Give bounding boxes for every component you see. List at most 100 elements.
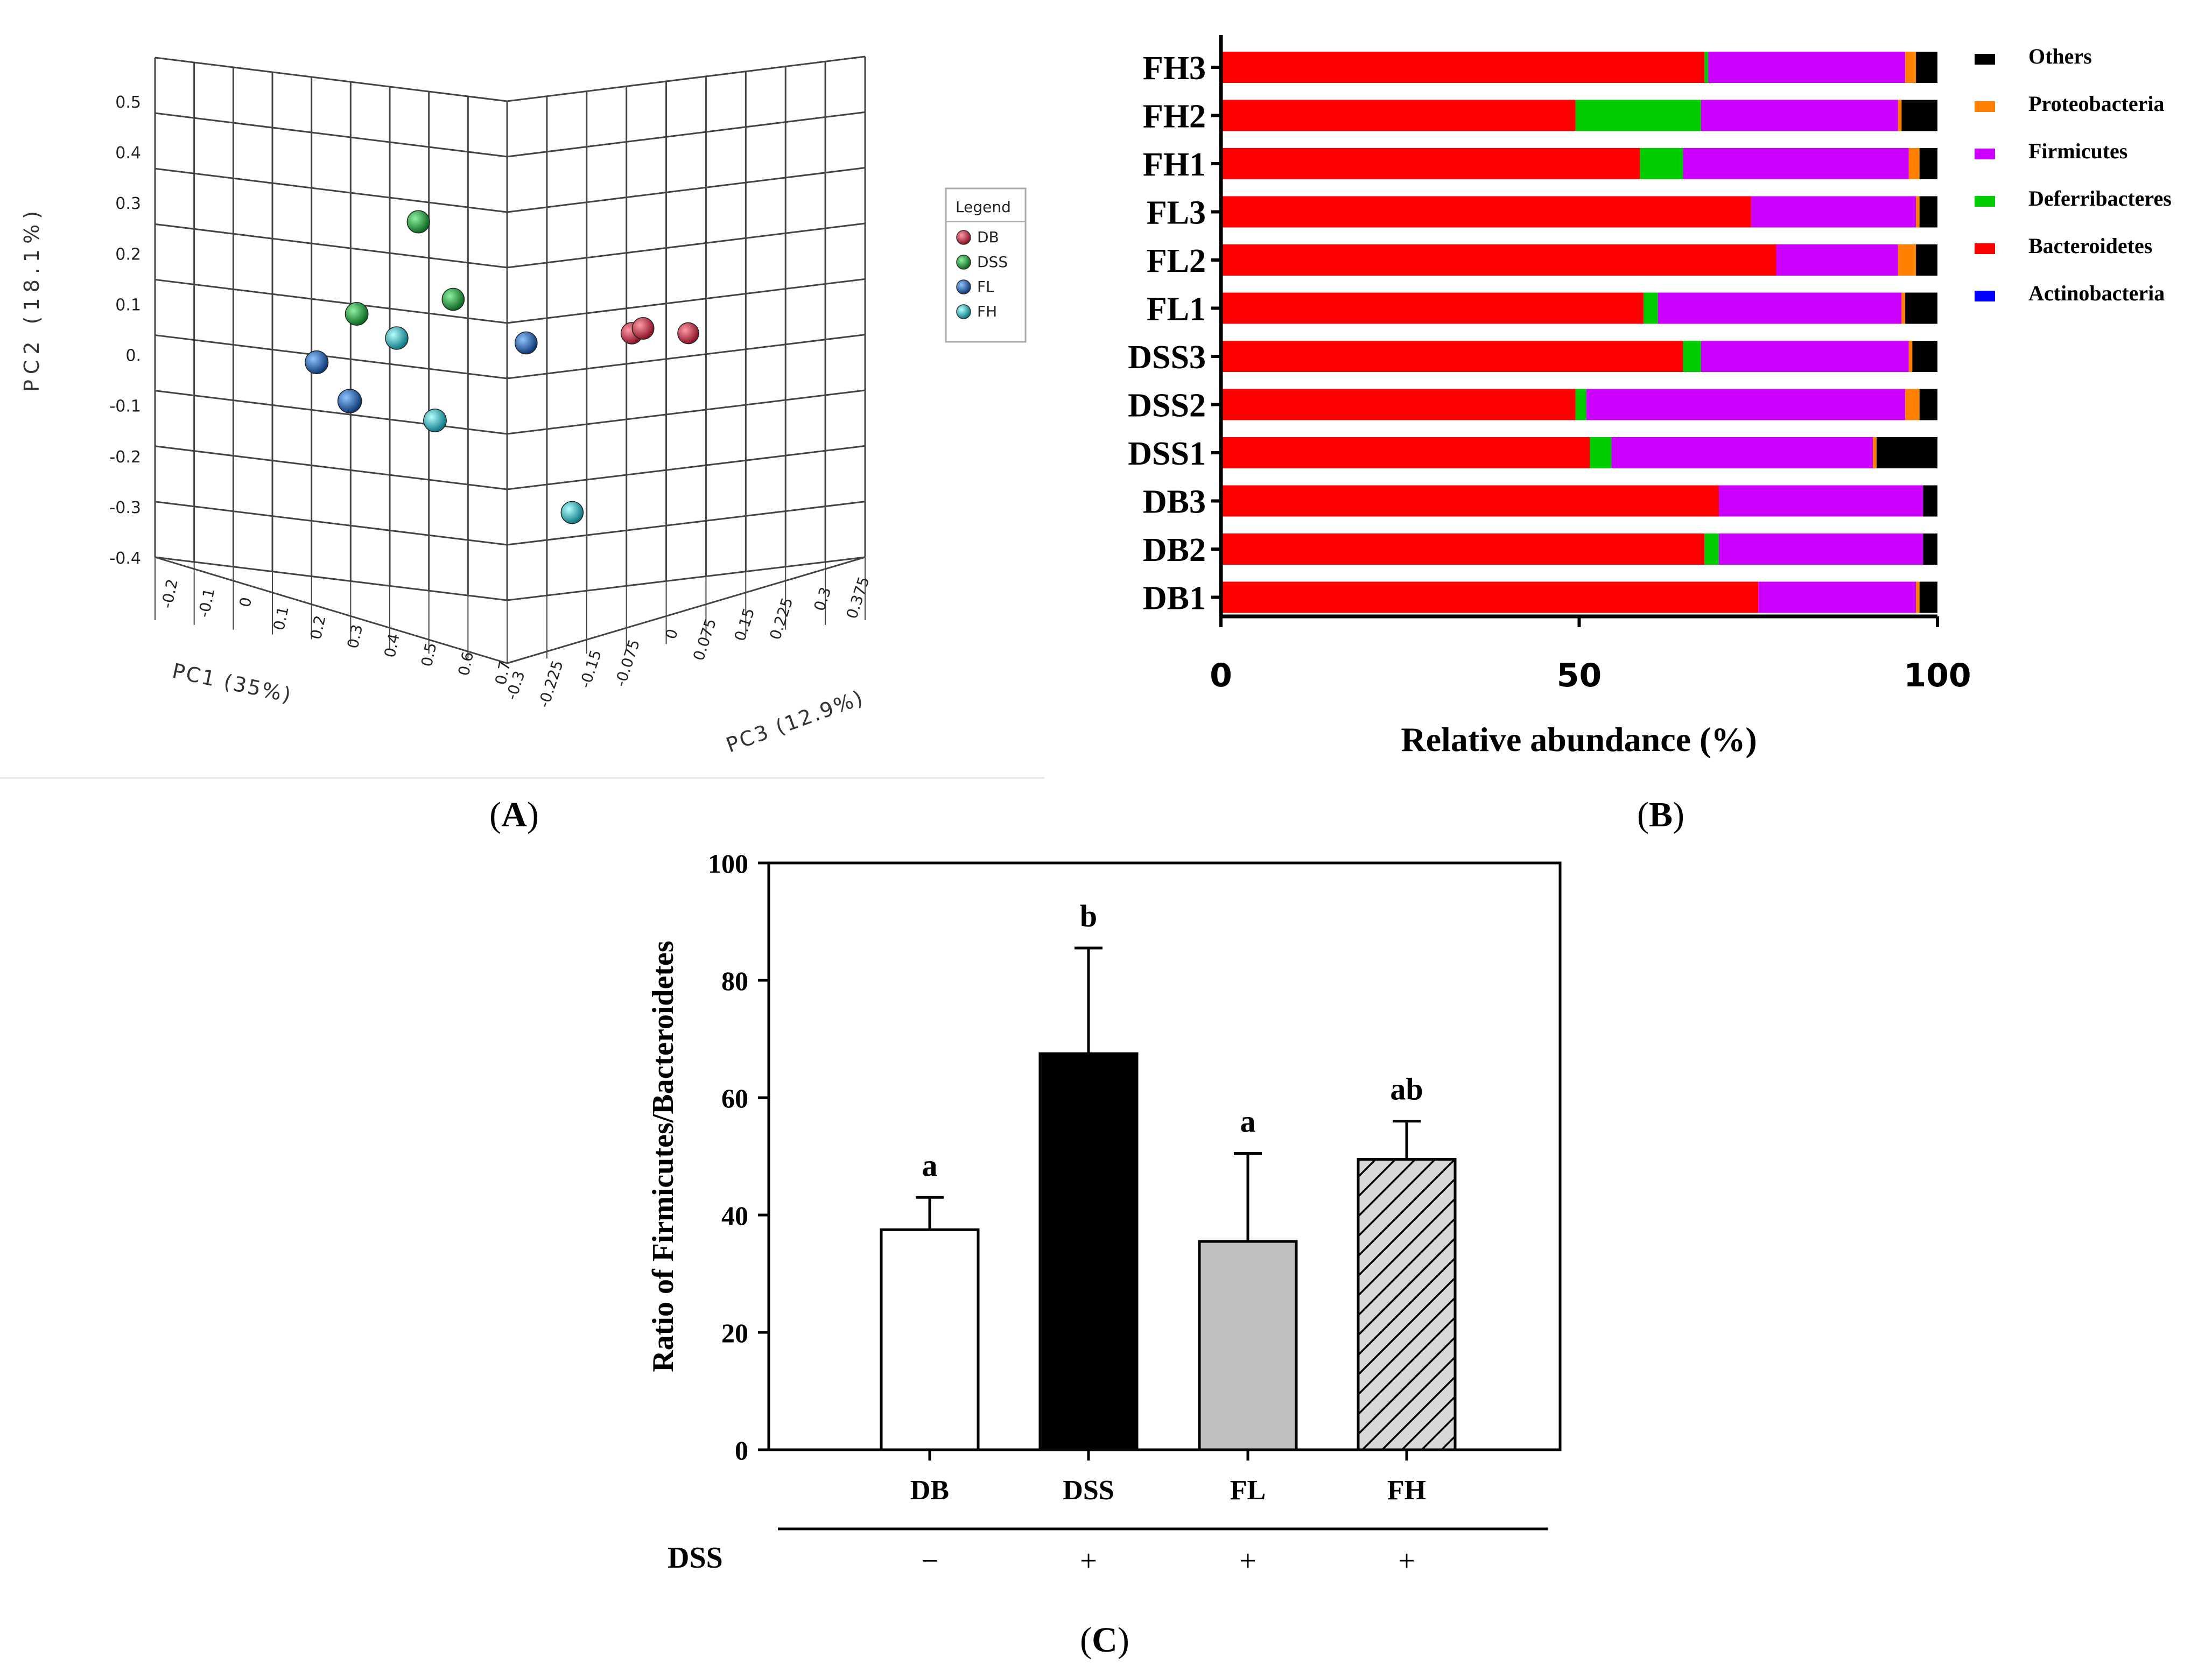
pc3-tick-label: 0.225	[766, 595, 796, 642]
bar-segment-firmicutes	[1776, 244, 1898, 276]
bar-segment-firmicutes	[1611, 437, 1873, 468]
pc1-tick-label: 0.4	[381, 632, 403, 659]
bar-segment-deferribacteres	[1704, 533, 1719, 565]
ratio-y-tick-label: 20	[721, 1318, 748, 1348]
bar-segment-others	[1905, 292, 1937, 324]
ratio-category-label: DSS	[1063, 1475, 1114, 1506]
treatment-row-label: DSS	[668, 1541, 723, 1575]
ratio-plot-frame	[767, 861, 1562, 1451]
pc2-tick-label: 0.2	[115, 245, 141, 264]
pca-point-fl	[514, 331, 538, 355]
bar-segment-bacteroidetes	[1221, 533, 1705, 565]
bar-segment-deferribacteres	[1644, 292, 1658, 324]
ratio-bar-db	[880, 1228, 980, 1451]
pca-grid-line	[507, 445, 866, 490]
pca-grid-line	[507, 278, 866, 324]
pc1-tick-label: 0.5	[418, 641, 440, 668]
bar-segment-bacteroidetes	[1221, 100, 1576, 131]
sample-label: DSS3	[1128, 339, 1206, 376]
pc1-tick-label: 0	[236, 595, 255, 608]
sample-label: FH2	[1143, 99, 1206, 135]
bar-segment-bacteroidetes	[1221, 341, 1683, 372]
bar-segment-proteobacteria	[1908, 341, 1913, 372]
sample-label: FL3	[1147, 195, 1206, 231]
bar-segment-bacteroidetes	[1221, 581, 1759, 613]
composition-legend: Others Proteobacteria Firmicutes Deferribac…	[1975, 44, 2172, 305]
pc1-tick-label: 0.1	[270, 605, 292, 631]
pca-point-db	[677, 322, 699, 345]
pca-point-dss	[441, 287, 465, 311]
pca-grid-line	[507, 556, 866, 601]
pc3-tick-label: 0.075	[690, 616, 720, 663]
bar-segment-firmicutes	[1708, 52, 1906, 83]
sample-label: DB3	[1143, 484, 1206, 521]
pca-grid	[154, 55, 866, 664]
pca-grid-line	[155, 445, 508, 490]
bar-segment-proteobacteria	[1898, 244, 1916, 276]
pc3-tick-label: 0.375	[842, 574, 873, 621]
legend-swatch-firmicutes	[1975, 149, 1995, 159]
legend-swatch-deferribacteres	[1975, 196, 1995, 207]
pca-grid-line	[155, 167, 508, 213]
panel-c-label: (C)	[1080, 1620, 1129, 1660]
bar-segment-bacteroidetes	[1221, 148, 1640, 179]
pca-legend-entry: FL	[977, 278, 994, 296]
pc3-tick-label: 0.3	[810, 585, 834, 613]
bar-segment-firmicutes	[1683, 148, 1909, 179]
pc2-tick-label: -0.1	[109, 397, 141, 416]
bar-segment-firmicutes	[1751, 196, 1916, 228]
sample-label: FL1	[1147, 291, 1206, 328]
bar-segment-others	[1919, 196, 1937, 228]
bar-segment-others	[1919, 148, 1937, 179]
sample-label: DSS2	[1128, 388, 1206, 424]
pca-grid-line	[155, 334, 508, 380]
pca-point-fl	[305, 350, 329, 375]
bar-segment-proteobacteria	[1873, 437, 1877, 468]
pca-ticks: -0.4 -0.3 -0.2 -0.1 0. 0.1 0.2 0.3 0.4 0.5 -0.2 -0.…	[109, 93, 873, 710]
pca-legend-marker	[956, 230, 971, 245]
pca-grid-line	[155, 112, 508, 158]
pca-legend-marker	[956, 255, 971, 270]
bar-segment-firmicutes	[1586, 389, 1906, 420]
sample-label: FH3	[1143, 50, 1206, 87]
treatment-sign: −	[921, 1544, 938, 1578]
bar-segment-deferribacteres	[1640, 148, 1683, 179]
bar-segment-proteobacteria	[1901, 292, 1906, 324]
pca-legend-title: Legend	[956, 198, 1011, 216]
pc3-tick-label: -0.075	[612, 637, 643, 689]
bar-segment-proteobacteria	[1898, 100, 1902, 131]
legend-swatch-others	[1975, 54, 1995, 65]
pc2-tick-label: 0.	[125, 347, 141, 366]
bar-segment-others	[1919, 389, 1937, 420]
pca-grid-line	[507, 55, 866, 102]
pca-grid-line	[507, 222, 866, 269]
ratio-category-label: FH	[1387, 1475, 1426, 1506]
panel-b-label: (B)	[1637, 795, 1684, 834]
pca-grid-line	[155, 556, 508, 601]
bar-segment-others	[1923, 485, 1937, 517]
bar-segment-bacteroidetes	[1221, 52, 1705, 83]
bar-segment-bacteroidetes	[1221, 196, 1751, 228]
bar-segment-proteobacteria	[1908, 148, 1920, 179]
legend-swatch-actinobacteria	[1975, 291, 1995, 301]
pc2-tick-label: 0.1	[115, 296, 141, 314]
composition-x-tick-label: 0	[1210, 657, 1232, 694]
bar-segment-proteobacteria	[1905, 389, 1920, 420]
bar-segment-firmicutes	[1719, 533, 1923, 565]
pca-point-dss	[345, 302, 369, 326]
pca-points	[305, 210, 699, 524]
bar-segment-deferribacteres	[1590, 437, 1612, 468]
pc1-tick-label: -0.2	[158, 578, 181, 610]
ratio-y-tick-label: 0	[735, 1435, 748, 1465]
pca-grid-line	[155, 57, 508, 102]
bar-segment-bacteroidetes	[1221, 485, 1719, 517]
pc1-tick-label: 0.6	[455, 650, 477, 677]
ratio-category-label: FL	[1230, 1475, 1266, 1506]
ratio-bar-fl	[1198, 1240, 1298, 1451]
bar-segment-firmicutes	[1719, 485, 1923, 517]
significance-letter: b	[1080, 898, 1097, 933]
sample-label: FH1	[1143, 146, 1206, 183]
pca-legend-entry: DSS	[977, 253, 1008, 271]
panel-a-label: (A)	[489, 795, 539, 834]
